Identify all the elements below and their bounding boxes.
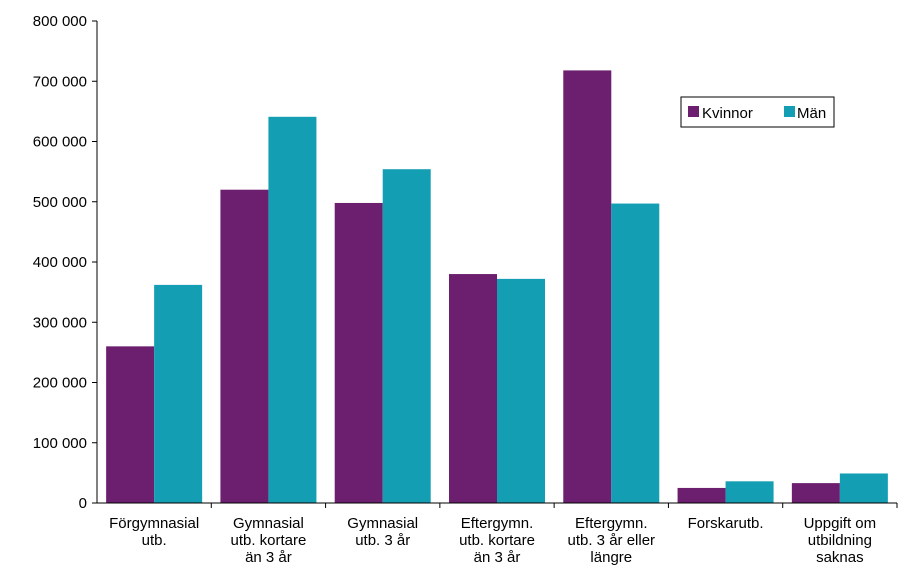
x-category-label: Eftergymn. utb. 3 år eller längre <box>568 515 656 566</box>
legend-swatch-kvinnor <box>688 106 699 117</box>
x-category-label: Forskarutb. <box>688 515 764 532</box>
bar-kvinnor <box>791 483 840 503</box>
bar-kvinnor <box>220 189 269 503</box>
bar-man <box>839 473 888 503</box>
y-tick-label: 100 000 <box>33 435 87 452</box>
y-tick-label: 600 000 <box>33 134 87 151</box>
bar-kvinnor <box>449 274 497 503</box>
y-axis-ticks: 0 100 000 200 000 300 000 400 000 500 000 600 … <box>33 13 97 512</box>
x-axis-labels: Förgymnasial utb. Gymnasial utb. kortare än … <box>109 503 898 566</box>
legend: Kvinnor Män <box>680 96 835 128</box>
bar-kvinnor <box>106 346 155 503</box>
bar-kvinnor <box>677 487 726 503</box>
bar-kvinnor <box>563 70 612 503</box>
bar-man <box>154 284 203 503</box>
bar-kvinnor <box>334 202 383 503</box>
bars-group <box>106 70 888 504</box>
legend-label-man: Män <box>797 105 826 122</box>
y-tick-label: 800 000 <box>33 13 87 30</box>
y-tick-label: 700 000 <box>33 73 87 90</box>
bar-man <box>268 116 317 504</box>
y-tick-label: 200 000 <box>33 375 87 392</box>
x-category-label: Förgymnasial utb. <box>109 515 199 549</box>
bar-man <box>382 169 431 503</box>
x-category-label: Eftergymn. utb. kortare än 3 år <box>459 515 535 566</box>
x-category-label: Gymnasial utb. 3 år <box>347 515 418 549</box>
bar-man <box>611 203 660 503</box>
y-tick-label: 0 <box>79 495 87 512</box>
y-tick-label: 500 000 <box>33 194 87 211</box>
bar-man <box>725 481 774 503</box>
bar-man <box>497 278 545 503</box>
legend-swatch-man <box>784 106 795 117</box>
y-tick-label: 400 000 <box>33 254 87 271</box>
x-category-label: Uppgift om utbildning saknas <box>804 515 877 566</box>
legend-label-kvinnor: Kvinnor <box>702 105 753 122</box>
y-tick-label: 300 000 <box>33 314 87 331</box>
legend-box <box>680 96 835 128</box>
x-category-label: Gymnasial utb. kortare än 3 år <box>230 515 306 566</box>
